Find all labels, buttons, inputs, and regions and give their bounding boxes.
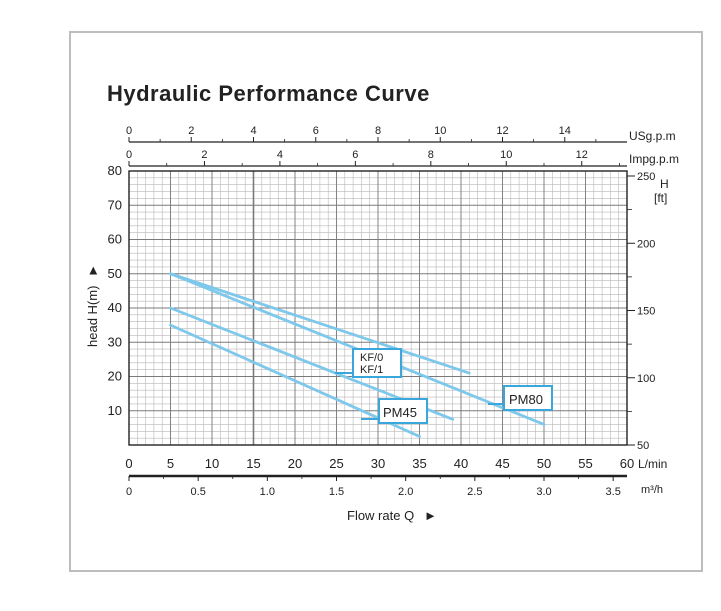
- lmin-tick-label: 50: [537, 456, 551, 471]
- ft-tick-label: 50: [637, 440, 649, 452]
- performance-chart: Hydraulic Performance Curve KF/0KF/1 PM80…: [85, 81, 679, 523]
- lmin-unit: L/min: [638, 457, 667, 471]
- y-axis-arrow-icon: ►: [85, 264, 100, 277]
- ft-tick-label: 100: [637, 373, 655, 385]
- impgpm-tick-label: 8: [428, 149, 434, 161]
- lmin-tick-label: 10: [205, 456, 219, 471]
- usgpm-tick-label: 8: [375, 125, 381, 137]
- ft-tick-label: 200: [637, 238, 655, 250]
- impgpm-tick-label: 12: [576, 149, 588, 161]
- lmin-tick-label: 55: [578, 456, 592, 471]
- impgpm-unit: Impg.p.m: [629, 152, 679, 166]
- kf1-label: KF/1: [360, 364, 383, 376]
- y-tick-label: 50: [108, 266, 122, 281]
- usgpm-unit: USg.p.m: [629, 129, 676, 143]
- lmin-tick-label: 45: [495, 456, 509, 471]
- lmin-tick-label: 60: [620, 456, 634, 471]
- series-line-kf-0: [169, 272, 471, 375]
- ft-unit-h: H: [660, 177, 669, 191]
- y-tick-label: 40: [108, 300, 122, 315]
- usgpm-tick-label: 2: [188, 125, 194, 137]
- usgpm-tick-label: 0: [126, 125, 132, 137]
- m3h-tick-label: 2.0: [398, 486, 413, 498]
- m3h-tick-label: 2.5: [467, 486, 482, 498]
- usgpm-tick-label: 6: [313, 125, 319, 137]
- ft-tick-label: 250: [637, 171, 655, 183]
- y-tick-label: 80: [108, 163, 122, 178]
- ft-tick-label: 150: [637, 306, 655, 318]
- lmin-tick-label: 35: [412, 456, 426, 471]
- chart-title: Hydraulic Performance Curve: [107, 81, 430, 106]
- lmin-tick-label: 5: [167, 456, 174, 471]
- usgpm-tick-label: 4: [250, 125, 256, 137]
- lmin-tick-label: 0: [125, 456, 132, 471]
- usgpm-tick-label: 12: [496, 125, 508, 137]
- pm80-label: PM80: [509, 392, 543, 407]
- impgpm-tick-label: 10: [500, 149, 512, 161]
- lmin-tick-label: 40: [454, 456, 468, 471]
- tick-labels: 0 2 4 6 8 10 12 140 2 4 6 8 10 1280706050403020102502…: [108, 125, 656, 498]
- impgpm-tick-label: 4: [277, 149, 283, 161]
- lmin-tick-label: 20: [288, 456, 302, 471]
- x-axis-label: Flow rate Q: [347, 508, 414, 523]
- m3h-tick-label: 1.5: [329, 486, 344, 498]
- axes: [128, 137, 635, 481]
- impgpm-tick-label: 6: [352, 149, 358, 161]
- ft-unit: [ft]: [654, 191, 667, 205]
- impgpm-tick-label: 2: [201, 149, 207, 161]
- m3h-tick-label: 1.0: [260, 486, 275, 498]
- kf0-label: KF/0: [360, 352, 383, 364]
- x-axis-arrow-icon: ►: [424, 508, 437, 523]
- chart-frame: Hydraulic Performance Curve KF/0 KF/1 PM80…: [69, 31, 703, 572]
- y-tick-label: 20: [108, 369, 122, 384]
- lmin-tick-label: 25: [329, 456, 343, 471]
- kf-label-box: [352, 348, 402, 378]
- pm45-label-box: [378, 398, 428, 424]
- lmin-tick-label: 30: [371, 456, 385, 471]
- plot-border: [128, 170, 628, 446]
- m3h-tick-label: 0: [126, 486, 132, 498]
- usgpm-tick-label: 10: [434, 125, 446, 137]
- lmin-tick-label: 15: [246, 456, 260, 471]
- y-axis-title: head H(m) ►: [85, 264, 100, 347]
- y-tick-label: 70: [108, 197, 122, 212]
- m3h-tick-label: 3.5: [606, 486, 621, 498]
- usgpm-tick-label: 14: [559, 125, 571, 137]
- y-tick-label: 60: [108, 232, 122, 247]
- m3h-unit: m³/h: [641, 484, 663, 496]
- m3h-tick-label: 3.0: [536, 486, 551, 498]
- pm45-label: PM45: [383, 405, 417, 420]
- pm80-label-box: [503, 385, 553, 411]
- y-axis-label: head H(m): [85, 286, 100, 347]
- y-tick-label: 10: [108, 403, 122, 418]
- m3h-tick-label: 0.5: [191, 486, 206, 498]
- impgpm-tick-label: 0: [126, 149, 132, 161]
- y-tick-label: 30: [108, 334, 122, 349]
- series-annotations: KF/0KF/1 PM80 PM45: [335, 348, 553, 424]
